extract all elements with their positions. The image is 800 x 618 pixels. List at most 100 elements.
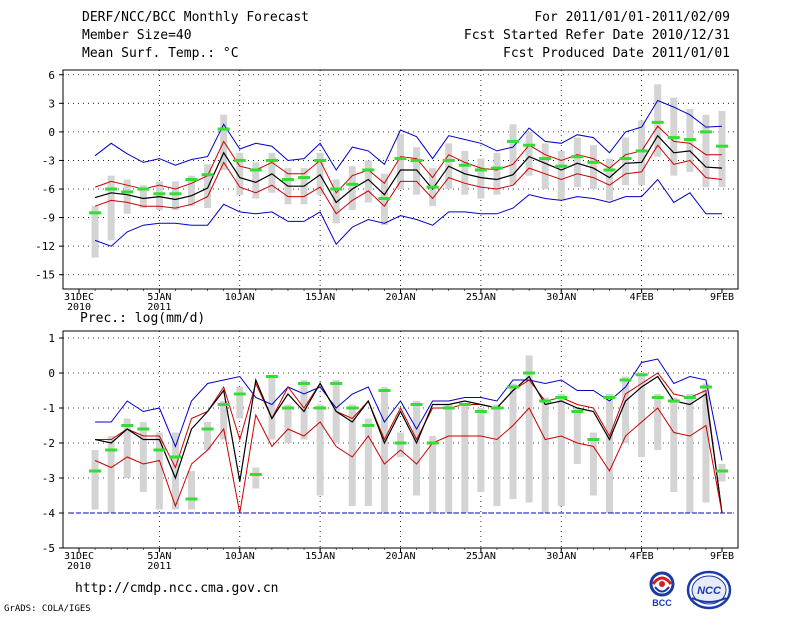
prec-observed-marker [394,441,407,445]
temp-observed-marker [683,138,696,142]
temp-ytick-label: -6 [42,183,55,196]
prec-observed-marker [137,427,150,431]
prec-xtick-label: 4FEB [630,551,654,562]
temp-observed-marker [89,211,102,215]
temp-range-bar [477,158,485,199]
temp-observed-marker [217,127,230,131]
prec-range-bar [445,404,453,513]
member-size: Member Size=40 [82,28,192,43]
temp-range-bar [252,162,260,199]
temp-min-line [94,178,722,247]
prec-observed-marker [539,399,552,403]
prec-range-bar [429,436,437,513]
temp-range-bar [397,133,404,190]
temp-observed-marker [426,185,439,189]
prec-range-bar [268,376,276,440]
prec-range-bar [477,408,485,492]
temp-ytick-label: -3 [42,154,55,167]
temp-xtick-label: 4FEB [630,292,654,303]
temp-ytick-label: -15 [35,269,55,282]
temp-range-bar [702,114,710,188]
prec-observed-marker [523,371,536,375]
prec-ytick-label: -4 [42,507,56,520]
temp-observed-marker [378,197,391,201]
prec-range-bar [316,404,324,496]
prec-range-bar [397,432,404,457]
prec-observed-marker [185,497,198,501]
prec-xtick-label: 15JAN [305,551,335,562]
website-url[interactable]: http://cmdp.ncc.cma.gov.cn [75,581,279,596]
prec-lower-line [94,407,723,514]
temp-xtick-label: 10JAN [225,292,255,303]
temp-range-bar [107,175,115,241]
temp-xtick-label: 30JAN [546,292,576,303]
temp-range-bar [493,152,501,195]
produced-date: Fcst Produced Date 2011/01/01 [503,46,730,61]
prec-range-bar [91,450,99,510]
temp-range-bar [557,150,565,201]
temp-range-bar [364,160,372,203]
bcc-logo-text: BCC [652,598,672,608]
prec-range-bar [589,432,597,496]
prec-range-bar [638,373,646,457]
temp-observed-marker [281,178,294,181]
prec-observed-marker [426,441,439,445]
prec-range-bar [252,467,260,489]
temp-range-bar [541,143,549,190]
prec-mean-line [94,375,723,514]
temp-observed-marker [249,168,262,172]
prec-range-bar [300,380,308,440]
temp-observed-marker [523,143,536,147]
temp-observed-marker [185,178,198,181]
prec-observed-marker [378,389,391,392]
prec-range-bar [573,408,581,464]
temp-observed-marker [571,155,584,159]
prec-ytick-label: 0 [48,367,55,380]
temp-ytick-label: -9 [42,212,55,225]
temp-range-bar [155,181,163,210]
temp-observed-marker [330,187,343,191]
temp-observed-marker [298,176,311,180]
prec-ytick-label: -2 [42,437,55,450]
temp-observed-marker [667,136,680,140]
prec-range-bar [123,418,131,478]
temp-observed-marker [105,187,118,191]
prec-range-bar [541,397,549,513]
prec-range-bar [380,387,388,513]
temp-range-bar [525,131,533,176]
prec-range-bar [155,432,163,510]
prec-range-bar [364,418,372,506]
temp-xtick-label: 15JAN [305,292,335,303]
prec-observed-marker [201,427,214,431]
prec-observed-marker [490,406,503,410]
temp-range-bar [461,150,469,195]
started-date: Fcst Started Refer Date 2010/12/31 [463,28,730,43]
prec-observed-marker [474,410,487,413]
prec-upper-line [95,372,723,514]
prec-range-bar [220,401,228,440]
temp-observed-marker [201,173,214,177]
prec-range-bar [348,404,356,506]
temp-range-bar [188,175,196,207]
prec-range-bar [236,387,244,419]
prec-observed-marker [683,396,696,399]
temp-xtick-year: 2011 [147,302,171,313]
temp-observed-marker [699,130,712,134]
temp-observed-marker [474,168,487,172]
prec-observed-marker [233,392,246,396]
temp-observed-marker [490,166,503,170]
prec-range-bar [702,383,710,503]
prec-observed-marker [121,424,134,427]
temp-observed-marker [394,157,407,161]
temp-observed-marker [153,192,166,196]
prec-xtick-label: 25JAN [466,551,496,562]
prec-range-bar [670,397,678,492]
temp-range-bar [654,84,662,157]
temp-xtick-label: 9FEB [710,292,734,303]
temp-upper-line [94,125,722,194]
prec-xtick-label: 30JAN [546,551,576,562]
prec-observed-marker [281,406,294,410]
